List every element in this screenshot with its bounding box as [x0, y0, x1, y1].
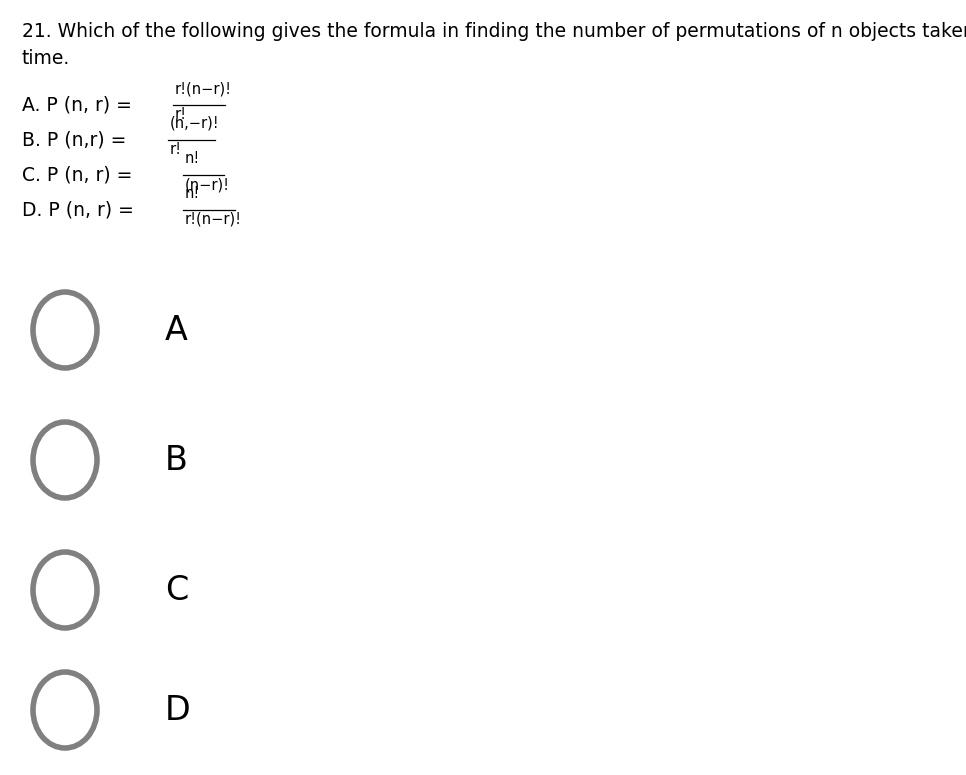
- Text: r!: r!: [175, 107, 187, 122]
- Text: A: A: [165, 314, 187, 346]
- Text: r!(n−r)!: r!(n−r)!: [185, 212, 242, 227]
- Text: (n,−r)!: (n,−r)!: [170, 116, 219, 131]
- Text: A. P (n, r) =: A. P (n, r) =: [22, 95, 138, 115]
- Text: C. P (n, r) =: C. P (n, r) =: [22, 166, 138, 184]
- Text: B: B: [165, 443, 187, 477]
- Text: D: D: [165, 694, 190, 726]
- Text: C: C: [165, 574, 188, 607]
- Text: n!: n!: [185, 151, 200, 166]
- Text: 21. Which of the following gives the formula in finding the number of permutatio: 21. Which of the following gives the for…: [22, 22, 966, 67]
- Text: D. P (n, r) =: D. P (n, r) =: [22, 201, 140, 219]
- Text: (n−r)!: (n−r)!: [185, 177, 230, 192]
- Text: r!(n−r)!: r!(n−r)!: [175, 81, 232, 96]
- Text: n!: n!: [185, 186, 200, 201]
- Text: B. P (n,r) =: B. P (n,r) =: [22, 130, 132, 150]
- Text: r!: r!: [170, 142, 182, 157]
